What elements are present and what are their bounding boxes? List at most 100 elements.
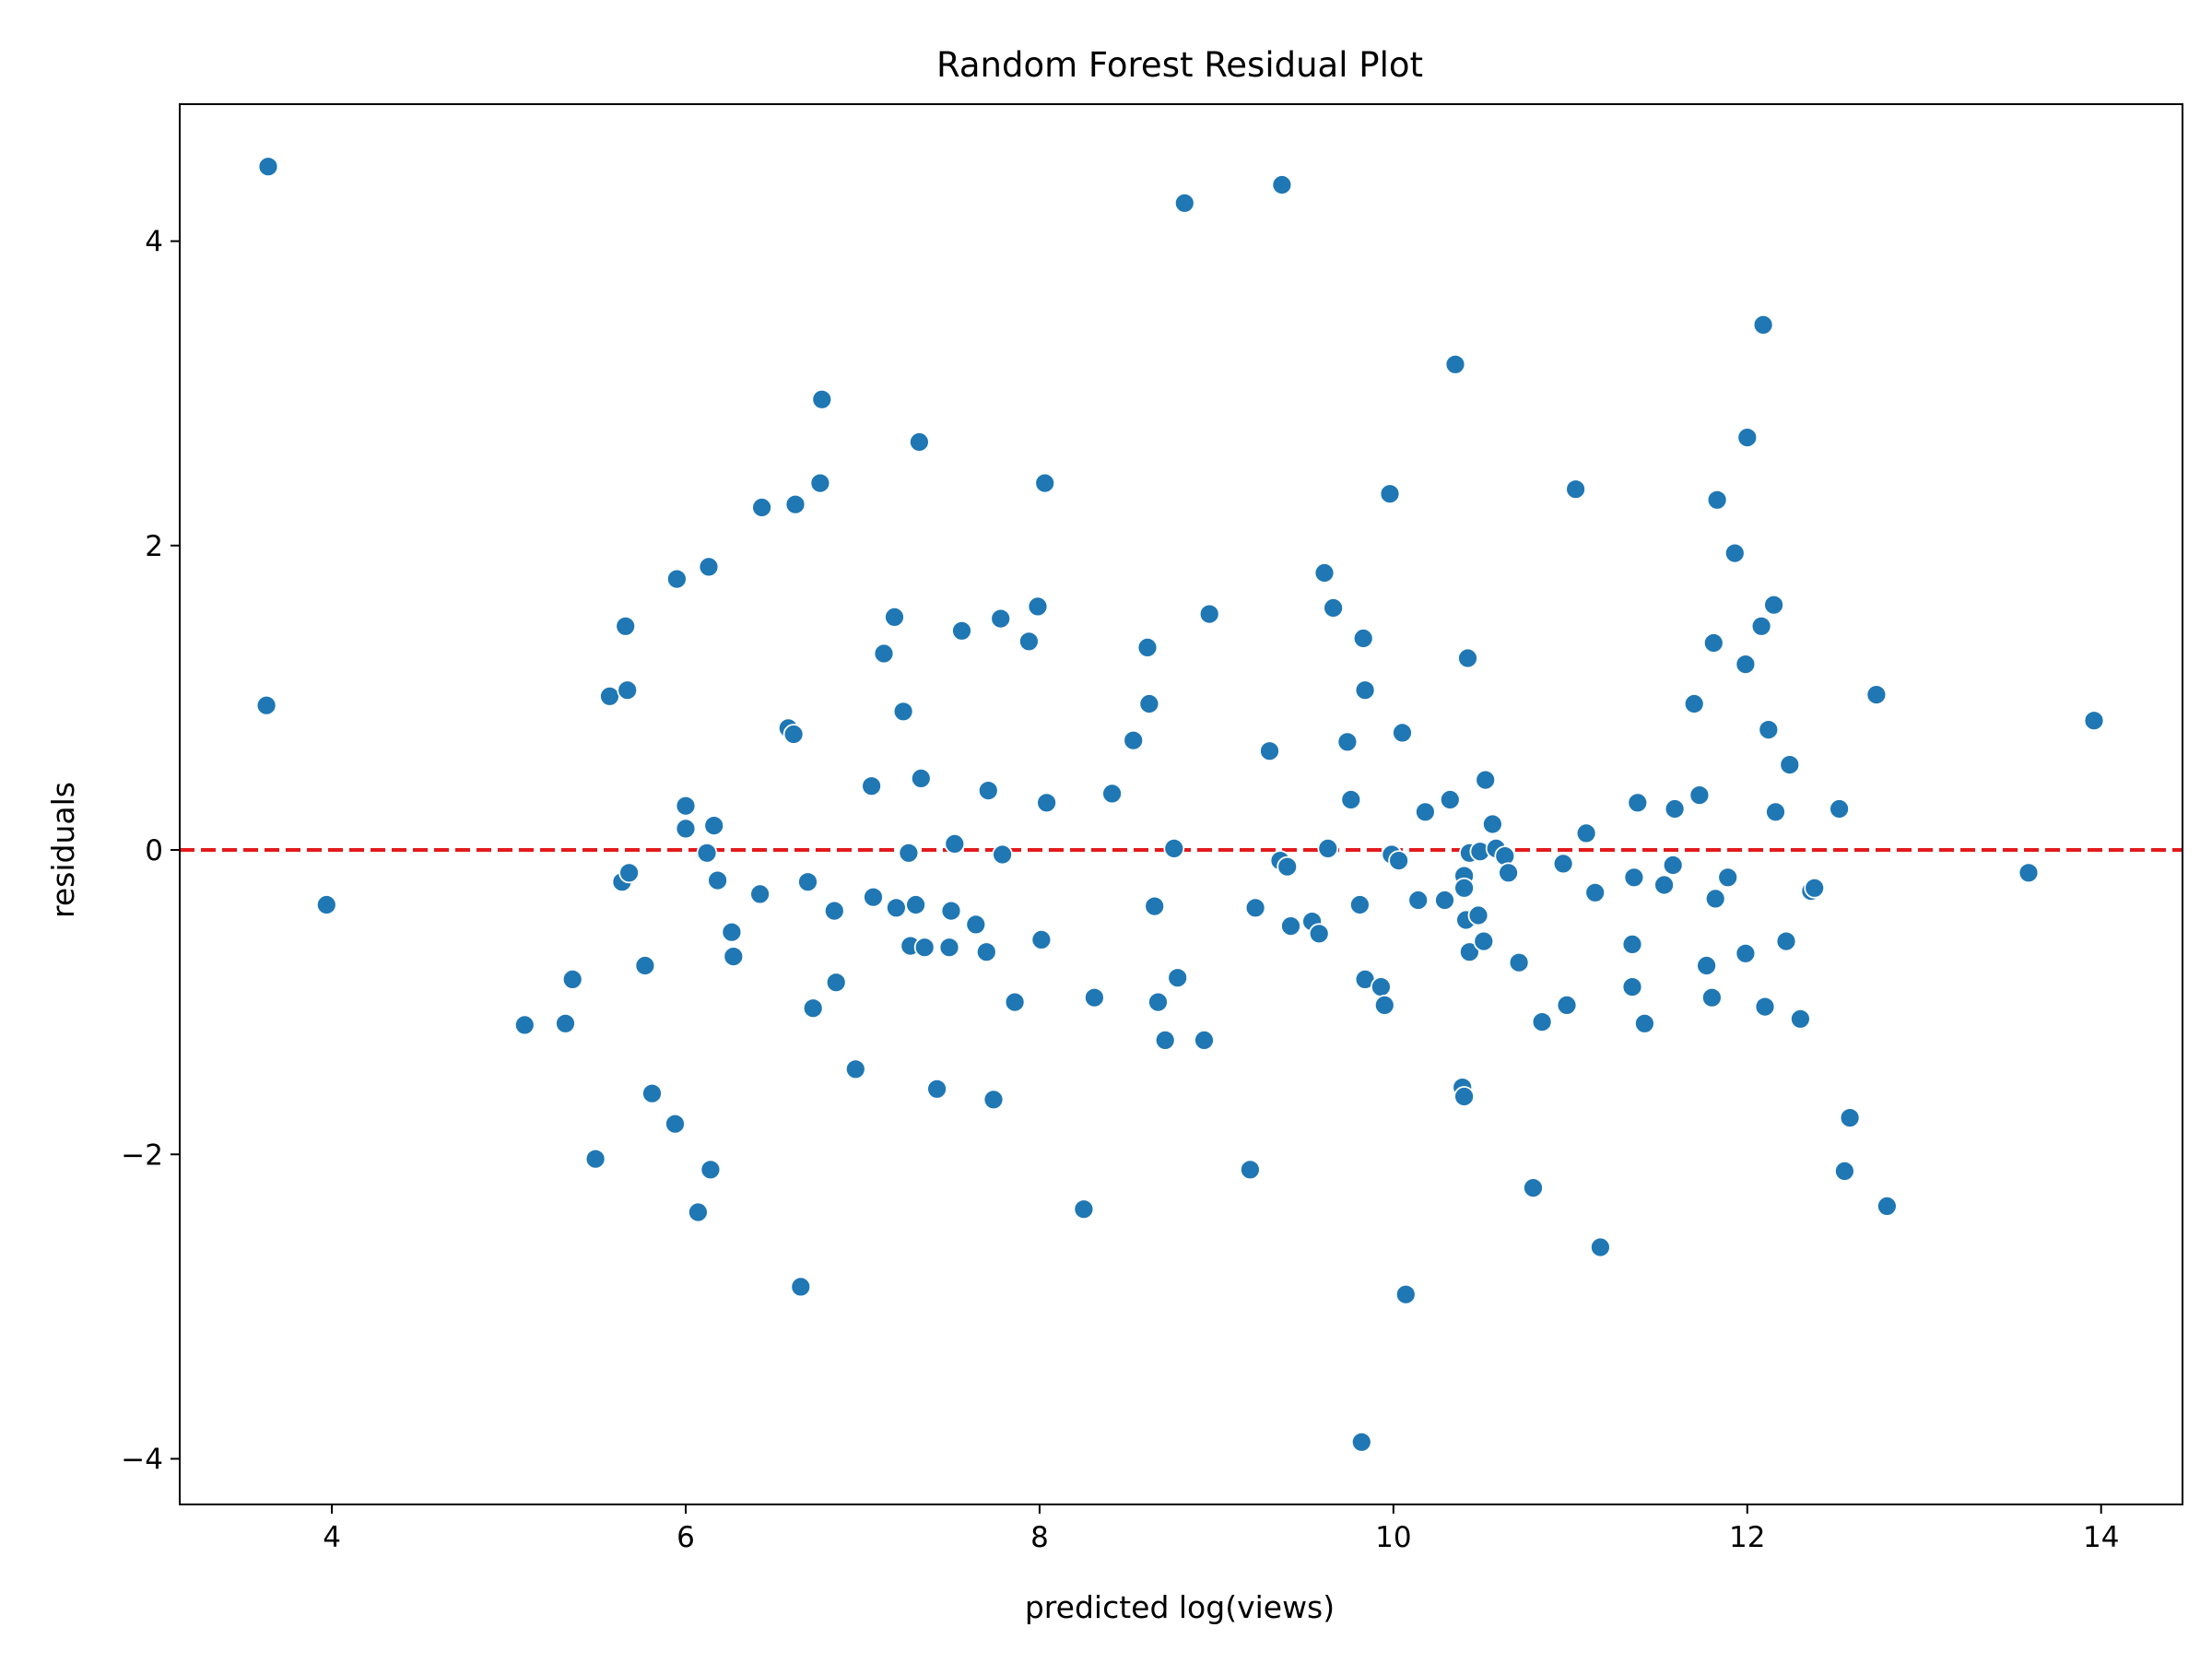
- data-point: [1453, 1086, 1475, 1107]
- data-point: [863, 886, 884, 908]
- data-point: [975, 941, 997, 963]
- data-point: [1467, 904, 1489, 926]
- data-point: [1280, 915, 1301, 937]
- data-point: [1459, 941, 1480, 963]
- data-point: [2018, 862, 2040, 884]
- data-point: [1350, 1431, 1372, 1453]
- data-point: [751, 497, 772, 518]
- y-tick-label: 2: [145, 530, 163, 563]
- data-point: [905, 894, 926, 915]
- y-tick-label: −2: [121, 1138, 163, 1172]
- data-points: [255, 156, 2105, 1453]
- data-point: [561, 969, 583, 990]
- data-point: [1865, 684, 1888, 705]
- data-point: [1313, 562, 1335, 584]
- x-tick-label: 8: [1030, 1521, 1049, 1554]
- data-point: [696, 842, 718, 864]
- data-point: [1779, 754, 1801, 775]
- data-point: [1621, 976, 1643, 997]
- data-point: [1752, 313, 1774, 336]
- data-point: [1439, 789, 1461, 810]
- data-point: [1259, 740, 1280, 762]
- data-point: [909, 431, 930, 453]
- data-point: [1336, 731, 1359, 753]
- data-point: [1565, 478, 1586, 501]
- data-point: [723, 946, 745, 967]
- data-point: [1634, 1012, 1655, 1034]
- data-point: [784, 493, 806, 515]
- data-point: [1531, 1011, 1553, 1032]
- data-point: [675, 818, 697, 840]
- data-point: [698, 556, 720, 578]
- data-point: [1154, 1030, 1176, 1051]
- data-point: [1371, 976, 1392, 997]
- data-point: [1317, 838, 1339, 859]
- data-point: [1834, 1161, 1855, 1182]
- data-point: [1240, 1159, 1261, 1181]
- data-point: [1101, 783, 1123, 805]
- data-point: [1004, 991, 1026, 1013]
- data-point: [1702, 632, 1724, 654]
- data-point: [675, 795, 697, 817]
- data-point: [1457, 647, 1478, 669]
- data-point: [965, 914, 987, 936]
- x-tick-label: 10: [1375, 1521, 1411, 1554]
- data-point: [700, 1159, 722, 1181]
- data-point: [1167, 967, 1189, 989]
- x-tick-label: 12: [1729, 1521, 1765, 1554]
- data-point: [1584, 881, 1606, 903]
- x-axis-label: predicted log(views): [1025, 1589, 1335, 1625]
- data-point: [1701, 986, 1723, 1008]
- data-point: [873, 643, 895, 665]
- data-point: [1706, 489, 1728, 511]
- data-point: [940, 900, 962, 922]
- data-point: [1138, 693, 1160, 714]
- data-point: [721, 921, 743, 943]
- data-point: [1575, 822, 1597, 844]
- data-point: [861, 775, 882, 797]
- data-point: [1482, 813, 1503, 835]
- plot-area: 4 6 8 10 12 14 −4 −2 0 2 4: [121, 103, 2183, 1554]
- data-point: [1877, 1196, 1898, 1217]
- data-point: [513, 1014, 535, 1036]
- data-point: [1688, 784, 1711, 806]
- data-point: [615, 615, 637, 637]
- plot-frame: [179, 103, 2183, 1505]
- data-point: [618, 862, 640, 884]
- data-point: [1556, 995, 1578, 1016]
- data-point: [1508, 951, 1530, 973]
- data-point: [1475, 769, 1497, 791]
- data-point: [886, 897, 907, 919]
- data-point: [1034, 472, 1056, 494]
- y-axis-label: residuals: [45, 782, 81, 918]
- data-point: [1434, 890, 1455, 911]
- data-point: [1754, 996, 1776, 1018]
- data-point: [977, 780, 999, 801]
- data-point: [1804, 877, 1826, 899]
- data-point: [1704, 888, 1726, 910]
- data-point: [666, 568, 688, 590]
- data-point: [1736, 427, 1759, 449]
- data-point: [1392, 722, 1413, 744]
- data-point: [790, 1276, 812, 1298]
- data-point: [1444, 353, 1466, 375]
- data-point: [1018, 631, 1040, 653]
- data-point: [1415, 801, 1436, 823]
- data-point: [255, 694, 277, 716]
- data-point: [1354, 679, 1376, 702]
- x-tick-label: 14: [2083, 1521, 2119, 1554]
- data-point: [1735, 654, 1757, 675]
- data-point: [910, 768, 932, 789]
- data-point: [1664, 798, 1686, 820]
- data-point: [707, 869, 728, 891]
- data-point: [898, 842, 920, 864]
- data-point: [926, 1078, 947, 1100]
- data-point: [1653, 874, 1675, 896]
- data-point: [1194, 1030, 1215, 1051]
- x-tick-label: 4: [323, 1521, 341, 1554]
- data-point: [257, 156, 279, 178]
- data-point: [1621, 934, 1643, 955]
- data-point: [1473, 930, 1495, 952]
- data-point: [811, 388, 833, 410]
- data-point: [1308, 923, 1330, 945]
